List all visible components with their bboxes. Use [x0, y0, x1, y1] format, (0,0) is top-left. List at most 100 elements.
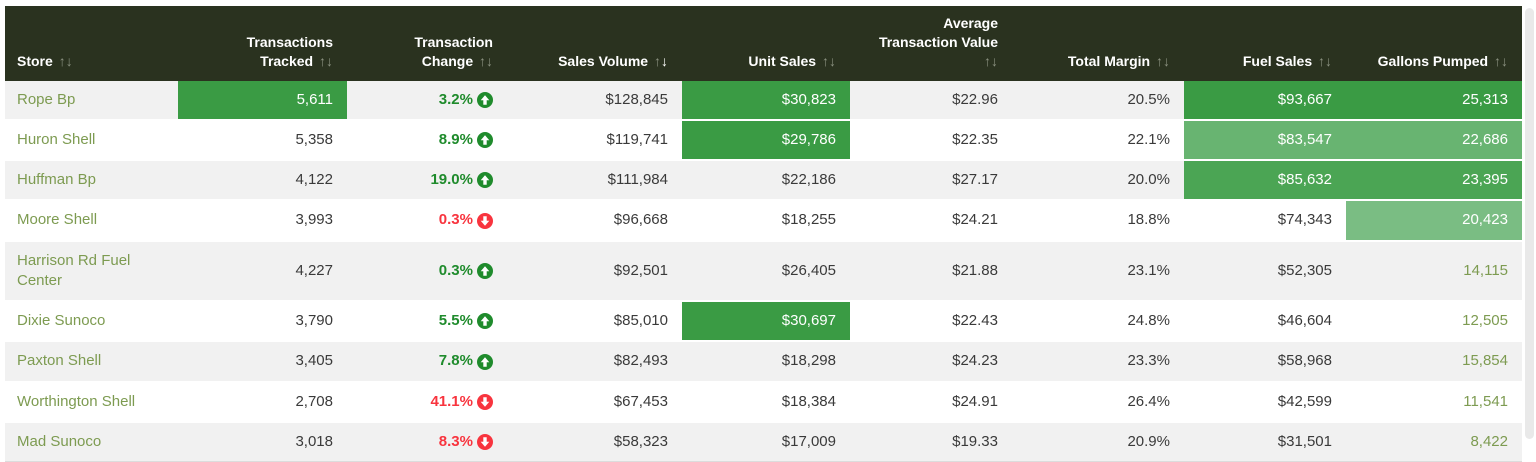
sort-up-icon: ↑ [654, 52, 661, 69]
sort-arrows-icon[interactable]: ↑↓ [1494, 53, 1508, 69]
transaction-change-badge: 3.2% [439, 90, 493, 110]
column-header-margin[interactable]: Total Margin ↑↓ [1012, 6, 1184, 81]
change-up-icon [477, 262, 493, 279]
transaction-change-badge: 5.5% [439, 311, 493, 331]
unit_sales-cell: $18,255 [682, 200, 850, 242]
transaction-change-badge: 8.9% [439, 130, 493, 150]
store-cell[interactable]: Huffman Bp [5, 160, 178, 202]
transactions-cell: 3,993 [178, 200, 347, 242]
sort-up-icon: ↑ [479, 52, 486, 69]
sort-arrows-icon[interactable]: ↑↓ [319, 53, 333, 69]
transaction-change-badge: 41.1% [430, 392, 493, 412]
sort-arrows-icon[interactable]: ↑↓ [59, 53, 73, 69]
change-cell: 5.5% [347, 301, 507, 343]
change-cell: 7.8% [347, 341, 507, 383]
sales_volume-cell: $82,493 [507, 341, 682, 383]
sort-up-icon: ↑ [1494, 52, 1501, 69]
column-header-transactions[interactable]: Transactions Tracked ↑↓ [178, 6, 347, 81]
transactions-cell: 5,358 [178, 119, 347, 162]
change-down-icon [477, 212, 493, 229]
transactions-cell: 5,611 [178, 80, 347, 121]
sort-arrows-icon[interactable]: ↑↓ [654, 53, 668, 69]
change-percent: 0.3% [438, 261, 473, 279]
store-cell[interactable]: Paxton Shell [5, 341, 178, 383]
column-header-change[interactable]: Transaction Change ↑↓ [347, 6, 507, 81]
margin-cell: 23.3% [1012, 341, 1184, 383]
sort-up-icon: ↑ [319, 52, 326, 69]
store-cell[interactable]: Dixie Sunoco [5, 301, 178, 343]
column-header-sales_volume[interactable]: Sales Volume ↑↓ [507, 6, 682, 81]
change-up-icon [477, 91, 493, 108]
unit_sales-cell: $30,823 [682, 80, 850, 121]
unit_sales-cell: $30,697 [682, 301, 850, 343]
transaction-change-badge: 8.3% [439, 432, 493, 452]
gallons-cell: 11,541 [1346, 381, 1522, 423]
column-header-gallons[interactable]: Gallons Pumped ↑↓ [1346, 6, 1522, 81]
change-down-icon [477, 393, 493, 410]
sort-down-icon: ↓ [661, 52, 668, 69]
column-label: Sales Volume [558, 52, 649, 69]
column-header-unit_sales[interactable]: Unit Sales ↑↓ [682, 6, 850, 81]
store-performance-table: Store ↑↓ Transactions Tracked ↑↓ Transacti… [5, 6, 1522, 462]
transactions-cell: 4,227 [178, 240, 347, 303]
column-header-avg_value[interactable]: Average Transaction Value ↑↓ [850, 6, 1012, 81]
sales_volume-cell: $58,323 [507, 421, 682, 462]
table-row: Harrison Rd Fuel Center 4,227 0.3% $92,501 $… [5, 240, 1522, 303]
column-header-store[interactable]: Store ↑↓ [5, 6, 178, 81]
unit_sales-cell: $26,405 [682, 240, 850, 303]
store-performance-table-container: Store ↑↓ Transactions Tracked ↑↓ Transacti… [5, 6, 1522, 462]
gallons-cell: 23,395 [1346, 160, 1522, 202]
change-cell: 8.9% [347, 119, 507, 162]
store-cell[interactable]: Moore Shell [5, 200, 178, 242]
sort-down-icon: ↓ [991, 52, 998, 69]
column-label: Transaction Change [414, 33, 493, 69]
change-cell: 3.2% [347, 80, 507, 121]
sort-down-icon: ↓ [486, 52, 493, 69]
transactions-cell: 3,790 [178, 301, 347, 343]
table-row: Moore Shell 3,993 0.3% $96,668 $18,255 $24.21… [5, 200, 1522, 242]
store-cell[interactable]: Huron Shell [5, 119, 178, 162]
avg_value-cell: $24.21 [850, 200, 1012, 242]
margin-cell: 23.1% [1012, 240, 1184, 303]
table-row: Mad Sunoco 3,018 8.3% $58,323 $17,009 $19.33 2… [5, 421, 1522, 462]
sort-down-icon: ↓ [65, 52, 73, 69]
sales_volume-cell: $92,501 [507, 240, 682, 303]
store-cell[interactable]: Rope Bp [5, 80, 178, 121]
store-cell[interactable]: Mad Sunoco [5, 421, 178, 462]
vertical-scrollbar[interactable] [1525, 8, 1534, 439]
sort-down-icon: ↓ [326, 52, 333, 69]
store-cell[interactable]: Worthington Shell [5, 381, 178, 423]
sort-down-icon: ↓ [1325, 52, 1332, 69]
unit_sales-cell: $29,786 [682, 119, 850, 162]
sort-arrows-icon[interactable]: ↑↓ [984, 53, 998, 69]
column-header-fuel_sales[interactable]: Fuel Sales ↑↓ [1184, 6, 1346, 81]
sort-arrows-icon[interactable]: ↑↓ [1156, 53, 1170, 69]
fuel_sales-cell: $46,604 [1184, 301, 1346, 343]
sort-arrows-icon[interactable]: ↑↓ [479, 53, 493, 69]
sales_volume-cell: $111,984 [507, 160, 682, 202]
unit_sales-cell: $18,384 [682, 381, 850, 423]
change-cell: 0.3% [347, 200, 507, 242]
change-percent: 19.0% [430, 171, 473, 189]
transactions-cell: 3,018 [178, 421, 347, 462]
sales_volume-cell: $67,453 [507, 381, 682, 423]
column-label: Transactions Tracked [246, 33, 333, 69]
sort-up-icon: ↑ [58, 52, 66, 69]
table-header: Store ↑↓ Transactions Tracked ↑↓ Transacti… [5, 6, 1522, 81]
store-cell[interactable]: Harrison Rd Fuel Center [5, 240, 178, 303]
change-percent: 7.8% [438, 352, 473, 370]
margin-cell: 20.9% [1012, 421, 1184, 462]
change-percent: 41.1% [430, 392, 473, 410]
transactions-cell: 3,405 [178, 341, 347, 383]
table-row: Paxton Shell 3,405 7.8% $82,493 $18,298 $24.2… [5, 341, 1522, 383]
fuel_sales-cell: $83,547 [1184, 119, 1346, 162]
fuel_sales-cell: $85,632 [1184, 160, 1346, 202]
sort-arrows-icon[interactable]: ↑↓ [1318, 53, 1332, 69]
avg_value-cell: $22.96 [850, 80, 1012, 121]
gallons-cell: 12,505 [1346, 301, 1522, 343]
change-cell: 19.0% [347, 160, 507, 202]
sort-down-icon: ↓ [829, 52, 836, 69]
change-percent: 0.3% [438, 211, 473, 229]
margin-cell: 20.5% [1012, 80, 1184, 121]
sort-arrows-icon[interactable]: ↑↓ [822, 53, 836, 69]
